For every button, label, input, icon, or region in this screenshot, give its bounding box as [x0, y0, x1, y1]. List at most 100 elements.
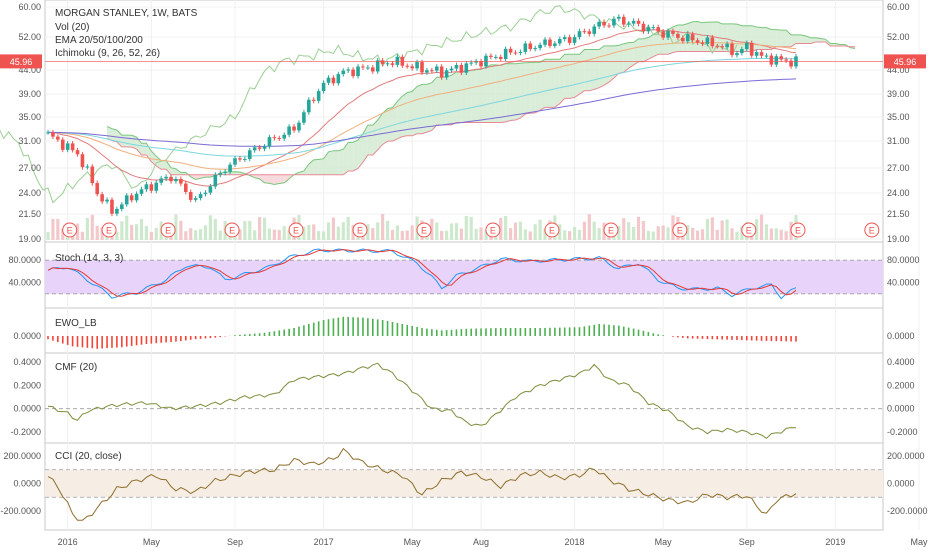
ichimoku-cloud-seg-4	[126, 135, 132, 148]
ichimoku-cloud-seg-119	[692, 21, 698, 52]
ichimoku-cloud-seg-82	[510, 63, 516, 121]
volume-bar-86	[469, 216, 473, 240]
ichimoku-cloud-seg-78	[490, 64, 496, 123]
volume-bar-117	[622, 218, 626, 240]
time-axis-label-0: 2016	[58, 537, 78, 547]
volume-bar-98	[528, 231, 532, 240]
ichimoku-cloud-seg-52	[362, 125, 368, 163]
volume-bar-125	[661, 225, 665, 240]
cci-line	[47, 447, 797, 521]
candle-body-118	[626, 23, 631, 25]
candle-body-28	[183, 183, 188, 192]
candle-body-63	[356, 66, 360, 77]
candle-body-136	[715, 46, 720, 48]
candle-body-59	[336, 74, 341, 84]
candle-body-55	[316, 91, 321, 101]
candle-body-9	[90, 166, 95, 184]
stoch-axis-left-0: 80.0000	[8, 255, 41, 265]
ichimoku-cloud-seg-53	[367, 125, 373, 156]
volume-bar-43	[258, 217, 262, 240]
cci-axis-left-2: -200.0000	[0, 506, 41, 516]
candle-body-82	[449, 68, 454, 71]
price-axis-left-7: 24.00	[18, 188, 41, 198]
ichimoku-cloud-seg-128	[736, 24, 742, 52]
volume-bar-108	[577, 229, 582, 240]
candle-body-151	[789, 60, 793, 67]
candle-body-97	[523, 43, 528, 52]
ichimoku-cloud-seg-36	[284, 174, 290, 183]
candle-body-122	[646, 27, 651, 32]
volume-bar-89	[484, 230, 488, 240]
candle-body-121	[641, 23, 646, 32]
volume-bar-71	[395, 225, 399, 240]
volume-bar-78	[430, 218, 434, 240]
ichimoku-cloud-seg-71	[456, 72, 462, 123]
price-axis-left-2: 44.00	[18, 65, 41, 75]
ichimoku-cloud-seg-111	[653, 31, 659, 57]
time-axis-label-4: May	[404, 537, 422, 547]
volume-bar-15	[120, 221, 124, 240]
volume-bar-138	[725, 219, 729, 240]
ema-200-line	[48, 78, 797, 147]
indicator-label-ema: EMA 20/50/100/200	[55, 35, 143, 46]
ichimoku-cloud-seg-84	[520, 62, 526, 119]
candle-body-13	[110, 199, 114, 214]
candle-body-98	[528, 43, 533, 49]
ichimoku-cloud-seg-31	[259, 174, 265, 183]
volume-bar-55	[317, 231, 321, 240]
time-axis-label-2: Sep	[227, 537, 243, 547]
candle-body-42	[252, 147, 257, 151]
volume-bar-80	[440, 230, 444, 240]
candle-body-123	[651, 27, 656, 29]
candle-body-91	[494, 56, 498, 58]
ichimoku-cloud-seg-19	[200, 174, 206, 179]
stoch-band	[45, 260, 883, 294]
volume-bar-85	[464, 215, 468, 240]
candle-body-73	[405, 65, 410, 67]
candle-body-23	[159, 178, 163, 183]
volume-bar-72	[400, 230, 404, 240]
candle-body-33	[208, 186, 213, 193]
volume-bar-112	[597, 228, 601, 240]
ichimoku-cloud-seg-97	[584, 49, 590, 91]
volume-bar-49	[287, 230, 291, 240]
price-axis-right-5: 31.00	[887, 136, 910, 146]
candle-body-111	[592, 26, 597, 34]
ichimoku-cloud-seg-86	[530, 62, 536, 114]
ichimoku-cloud-seg-110	[648, 34, 654, 60]
time-axis-label-5: Aug	[473, 537, 489, 547]
candle-body-138	[725, 43, 729, 48]
candle-body-145	[759, 52, 764, 56]
cmf-axis-right-0: 0.4000	[887, 357, 915, 367]
candle-body-35	[218, 172, 223, 175]
last-price-tag-right-text: 45.96	[894, 57, 917, 67]
ichimoku-cloud-seg-89	[545, 59, 550, 108]
ichimoku-cloud-seg-88	[540, 59, 546, 111]
earnings-marker-label-13: E	[869, 226, 875, 236]
ichimoku-cloud-seg-77	[485, 64, 491, 123]
ichimoku-cloud-seg-8	[146, 143, 152, 162]
ichimoku-cloud-seg-103	[613, 45, 619, 79]
price-axis-left-0: 60.00	[18, 2, 41, 12]
earnings-marker-0	[62, 222, 78, 238]
ichimoku-cloud-seg-102	[609, 45, 614, 83]
volume-bar-124	[656, 226, 660, 240]
candle-body-130	[685, 34, 690, 42]
candle-body-66	[370, 67, 375, 72]
ichimoku-cloud-seg-117	[682, 23, 688, 52]
time-axis-label-3: 2017	[314, 537, 334, 547]
volume-bar-26	[174, 214, 178, 240]
volume-bar-147	[769, 228, 773, 240]
time-axis-label-9: 2019	[825, 537, 845, 547]
indicator-label-vol: Vol (20)	[55, 22, 89, 33]
ichimoku-cloud-seg-26	[235, 171, 240, 175]
candle-body-79	[434, 66, 439, 71]
candle-body-65	[366, 67, 370, 69]
ichimoku-cloud-seg-47	[338, 149, 344, 175]
volume-bar-39	[238, 229, 242, 240]
candle-body-37	[228, 164, 232, 172]
candle-body-103	[553, 43, 557, 46]
candle-body-77	[425, 70, 429, 73]
candle-body-3	[60, 139, 65, 150]
